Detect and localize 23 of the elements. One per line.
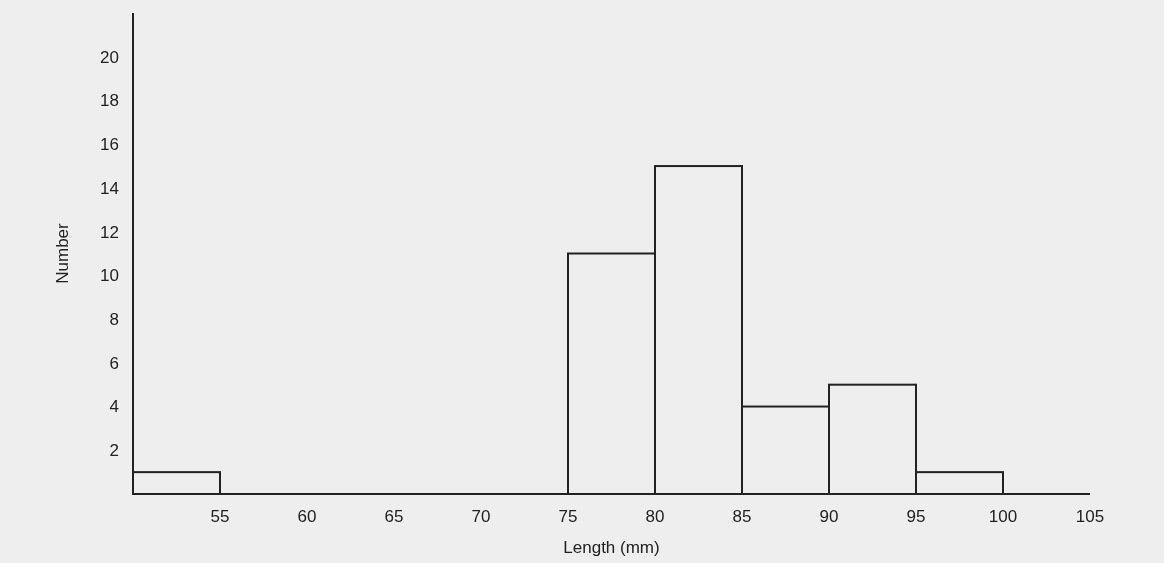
x-tick-label: 90: [819, 507, 839, 526]
x-tick-label: 100: [988, 507, 1018, 526]
y-axis-title: Number: [53, 222, 72, 284]
y-tick-label: 2: [109, 441, 119, 461]
y-tick-label: 10: [100, 266, 119, 286]
y-tick-label: 6: [109, 353, 119, 373]
x-tick-label: 95: [906, 507, 926, 526]
x-tick-label: 55: [210, 507, 230, 526]
x-tick-label: 60: [297, 507, 317, 526]
y-tick-label: 12: [100, 222, 119, 242]
x-tick-label: 80: [645, 507, 665, 526]
y-tick-label: 16: [100, 135, 119, 155]
x-tick-label: 85: [732, 507, 752, 526]
x-axis-title: Length (mm): [563, 538, 660, 557]
y-tick-label: 4: [109, 397, 119, 417]
y-tick-label: 14: [100, 178, 119, 198]
x-tick-label: 70: [471, 507, 491, 526]
y-tick-label: 8: [109, 310, 119, 330]
y-tick-label: 18: [100, 91, 119, 111]
x-tick-label: 65: [384, 507, 404, 526]
y-tick-label: 20: [100, 47, 119, 67]
x-tick-label: 105: [1075, 507, 1105, 526]
x-tick-label: 75: [558, 507, 578, 526]
